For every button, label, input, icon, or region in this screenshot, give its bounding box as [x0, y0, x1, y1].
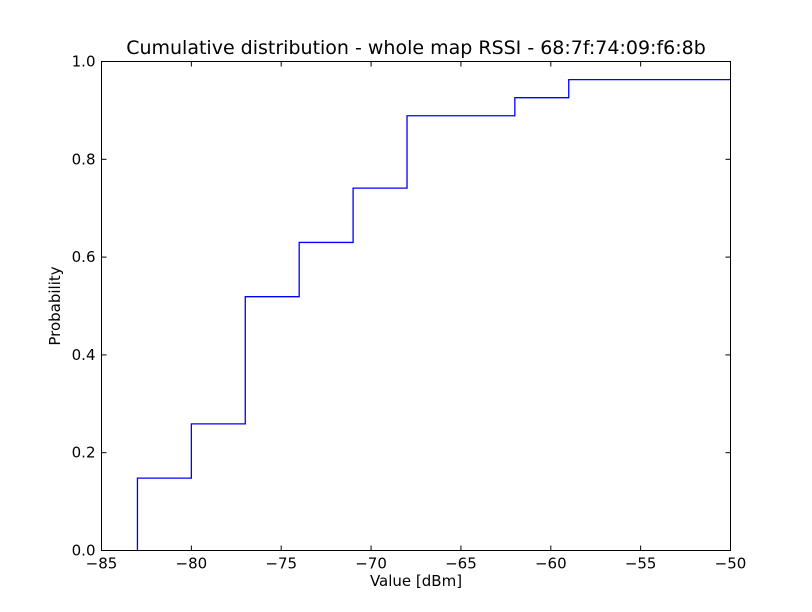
x-tick-label: −50	[715, 555, 747, 573]
cdf-step-line	[136, 78, 731, 551]
plot-area	[101, 61, 731, 551]
x-tick-label: −70	[355, 555, 387, 573]
series-layer	[136, 78, 731, 551]
x-axis: −85 −80 −75 −70 −65 −60 −55 −50	[86, 61, 747, 573]
y-tick-label: 0.2	[72, 444, 96, 462]
y-axis-label: Probability	[46, 266, 64, 345]
x-tick-label: −85	[86, 555, 118, 573]
y-tick-label: 0.0	[72, 542, 96, 560]
plot-frame	[101, 61, 731, 551]
y-tick-label: 1.0	[72, 53, 96, 71]
x-tick-label: −75	[265, 555, 297, 573]
chart-title: Cumulative distribution - whole map RSSI…	[126, 37, 706, 59]
x-tick-label: −60	[535, 555, 567, 573]
x-tick-label: −80	[176, 555, 208, 573]
y-axis: 0.0 0.2 0.4 0.6 0.8 1.0	[72, 53, 731, 560]
y-tick-label: 0.6	[72, 248, 96, 266]
x-axis-label: Value [dBm]	[370, 572, 462, 590]
y-tick-label: 0.4	[72, 346, 96, 364]
x-tick-label: −55	[625, 555, 657, 573]
y-tick-label: 0.8	[72, 150, 96, 168]
x-tick-label: −65	[445, 555, 477, 573]
